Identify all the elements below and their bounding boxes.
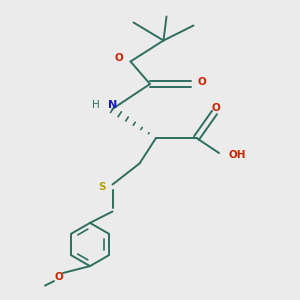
Text: O: O [54, 272, 63, 283]
Text: S: S [98, 182, 106, 193]
Text: O: O [114, 53, 123, 63]
Text: N: N [108, 100, 117, 110]
Text: OH: OH [229, 149, 246, 160]
Text: O: O [198, 76, 207, 87]
Text: O: O [212, 103, 220, 113]
Text: H: H [92, 100, 100, 110]
